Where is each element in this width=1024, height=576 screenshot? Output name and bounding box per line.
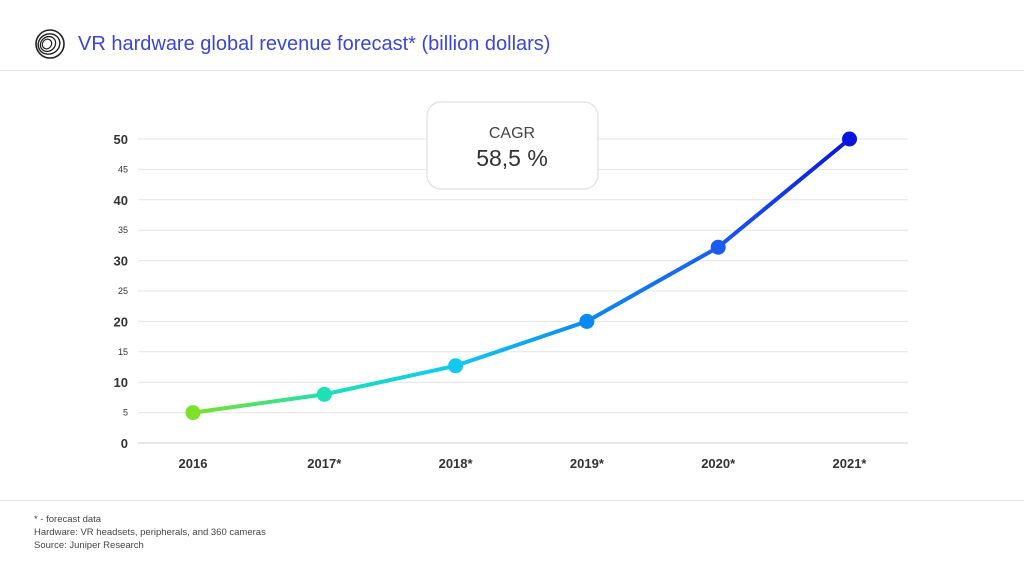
data-point [185, 405, 201, 421]
x-axis-ticks: 2016 2017* 2018* 2019* 2020* 2021* [179, 456, 868, 471]
data-point [448, 358, 464, 374]
x-tick-label: 2018* [439, 456, 474, 471]
y-tick-label: 15 [118, 347, 128, 357]
y-tick-label: 45 [118, 164, 128, 174]
hardware-note: Hardware: VR headsets, peripherals, and … [34, 527, 266, 538]
data-point [579, 313, 595, 329]
y-axis-ticks: 0 5 10 15 20 25 30 35 40 45 50 [114, 132, 128, 451]
cagr-label: CAGR [489, 125, 535, 142]
series-line-path [191, 137, 852, 415]
y-tick-label: 20 [114, 314, 128, 329]
forecast-note: * - forecast data [34, 514, 102, 525]
cagr-value: 58,5 % [476, 145, 548, 171]
spiral-logo-icon [35, 29, 65, 59]
y-tick-label: 35 [118, 225, 128, 235]
series-line [191, 137, 852, 415]
x-tick-label: 2017* [307, 456, 342, 471]
y-tick-label: 5 [123, 408, 128, 418]
cagr-annotation: CAGR 58,5 % [426, 101, 599, 190]
footnotes: * - forecast data Hardware: VR headsets,… [34, 513, 266, 552]
x-tick-label: 2019* [570, 456, 605, 471]
series-points [185, 131, 857, 421]
y-tick-label: 40 [114, 193, 128, 208]
data-point [316, 386, 332, 402]
cagr-box [426, 101, 599, 190]
chart-grid [138, 138, 908, 444]
y-tick-label: 10 [114, 375, 128, 390]
header: VR hardware global revenue forecast* (bi… [0, 0, 1024, 71]
data-point [710, 239, 726, 255]
data-point [842, 131, 857, 147]
source-note: Source: Juniper Research [34, 540, 144, 551]
y-tick-label: 50 [114, 132, 128, 147]
footer-divider [0, 500, 1024, 501]
line-chart: 0 5 10 15 20 25 30 35 40 45 50 2016 2017* 2018* 2019*… [114, 101, 908, 471]
y-tick-label: 25 [118, 286, 128, 296]
x-tick-label: 2020* [701, 456, 736, 471]
x-tick-label: 2021* [833, 456, 868, 471]
y-tick-label: 0 [121, 436, 128, 451]
page-title: VR hardware global revenue forecast* (bi… [78, 33, 551, 55]
x-tick-label: 2016 [179, 456, 208, 471]
y-tick-label: 30 [114, 254, 128, 269]
